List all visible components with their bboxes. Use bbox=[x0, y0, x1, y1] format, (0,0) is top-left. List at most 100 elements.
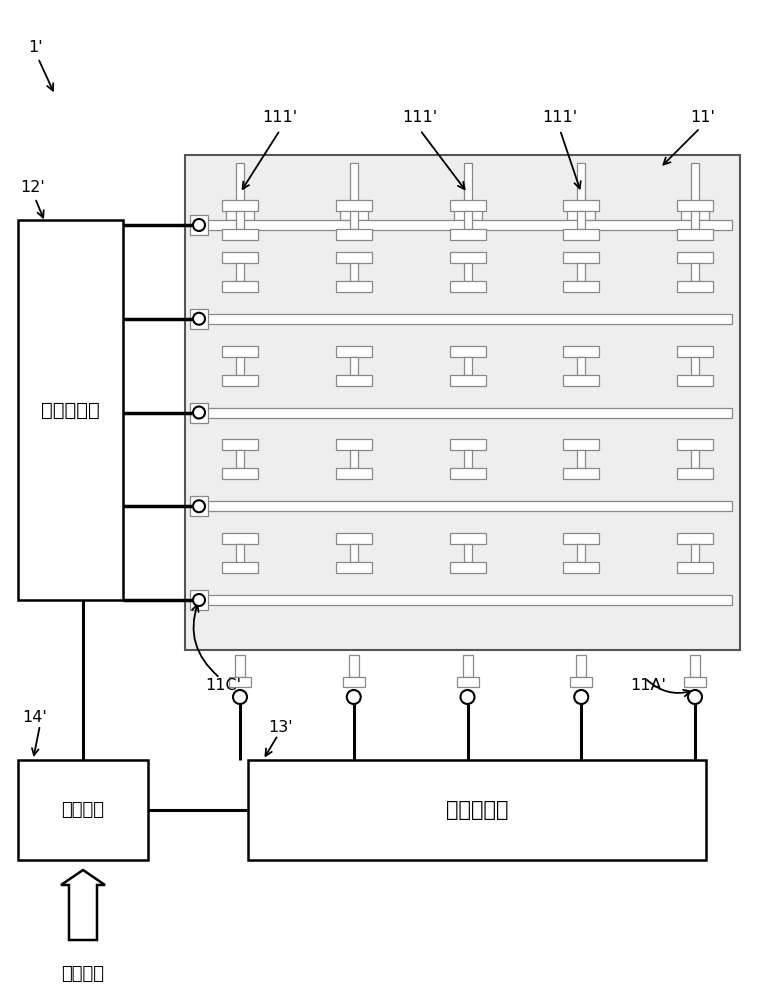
Bar bbox=[577, 655, 587, 677]
Bar bbox=[677, 439, 713, 450]
Text: 111': 111' bbox=[542, 110, 577, 125]
Text: 14': 14' bbox=[22, 710, 47, 726]
Bar bbox=[464, 357, 472, 375]
Bar bbox=[677, 200, 713, 211]
Bar bbox=[677, 468, 713, 479]
Bar bbox=[236, 357, 244, 375]
Bar bbox=[450, 562, 486, 573]
Text: 12': 12' bbox=[20, 180, 45, 196]
Bar bbox=[450, 439, 486, 450]
Bar bbox=[236, 263, 244, 281]
Bar bbox=[677, 533, 713, 544]
Bar bbox=[691, 357, 699, 375]
Bar bbox=[336, 281, 371, 292]
Bar bbox=[222, 562, 258, 573]
Text: 13': 13' bbox=[268, 720, 293, 736]
Bar bbox=[450, 200, 486, 211]
Bar bbox=[577, 263, 585, 281]
Bar bbox=[336, 229, 371, 240]
Bar bbox=[340, 208, 368, 220]
Bar bbox=[563, 468, 599, 479]
Bar bbox=[563, 533, 599, 544]
Text: 列驱动单元: 列驱动单元 bbox=[41, 400, 100, 420]
Bar bbox=[464, 211, 472, 229]
Bar bbox=[222, 229, 258, 240]
Circle shape bbox=[347, 690, 361, 704]
Bar bbox=[349, 655, 359, 677]
Bar bbox=[462, 655, 472, 677]
Bar bbox=[677, 375, 713, 386]
Bar bbox=[248, 760, 706, 860]
Text: 11C': 11C' bbox=[205, 678, 241, 692]
Text: 1': 1' bbox=[28, 40, 43, 55]
Circle shape bbox=[574, 690, 588, 704]
Bar bbox=[450, 281, 486, 292]
Text: 显示数据: 显示数据 bbox=[61, 965, 104, 983]
Bar bbox=[684, 677, 706, 687]
Bar bbox=[577, 544, 585, 562]
Bar bbox=[677, 281, 713, 292]
Bar bbox=[464, 544, 472, 562]
Bar bbox=[350, 544, 357, 562]
Bar bbox=[350, 450, 357, 468]
Polygon shape bbox=[61, 870, 105, 940]
Bar bbox=[691, 450, 699, 468]
Text: 控制单元: 控制单元 bbox=[61, 801, 104, 819]
Bar bbox=[454, 208, 482, 220]
Circle shape bbox=[688, 690, 702, 704]
Bar bbox=[336, 375, 371, 386]
Bar bbox=[681, 208, 709, 220]
Bar bbox=[185, 155, 740, 650]
Bar bbox=[563, 562, 599, 573]
Bar bbox=[222, 346, 258, 357]
Bar bbox=[570, 677, 592, 687]
Bar bbox=[677, 346, 713, 357]
Bar bbox=[450, 533, 486, 544]
Bar bbox=[464, 263, 472, 281]
Bar bbox=[450, 346, 486, 357]
Text: 111': 111' bbox=[263, 110, 298, 125]
Bar bbox=[577, 163, 585, 208]
Bar bbox=[563, 346, 599, 357]
Bar bbox=[190, 309, 208, 329]
Bar bbox=[18, 220, 123, 600]
Bar bbox=[567, 208, 595, 220]
Bar bbox=[350, 263, 357, 281]
Bar bbox=[336, 252, 371, 263]
Bar bbox=[450, 375, 486, 386]
Bar bbox=[222, 281, 258, 292]
Bar bbox=[336, 439, 371, 450]
Bar bbox=[563, 281, 599, 292]
Bar bbox=[235, 655, 245, 677]
Circle shape bbox=[233, 690, 247, 704]
Bar bbox=[691, 211, 699, 229]
Bar bbox=[193, 501, 732, 511]
Bar bbox=[226, 208, 254, 220]
Bar bbox=[336, 200, 371, 211]
Bar bbox=[222, 468, 258, 479]
Bar bbox=[343, 677, 364, 687]
Bar bbox=[677, 252, 713, 263]
Bar bbox=[222, 200, 258, 211]
Bar bbox=[236, 211, 244, 229]
Bar bbox=[222, 252, 258, 263]
Bar bbox=[464, 163, 472, 208]
Bar bbox=[457, 677, 479, 687]
Bar bbox=[222, 439, 258, 450]
Bar bbox=[577, 357, 585, 375]
Bar bbox=[193, 408, 732, 418]
Bar bbox=[563, 252, 599, 263]
Bar bbox=[563, 439, 599, 450]
Circle shape bbox=[193, 313, 205, 325]
Bar bbox=[190, 402, 208, 422]
Circle shape bbox=[461, 690, 475, 704]
Bar bbox=[236, 450, 244, 468]
Bar bbox=[193, 220, 732, 230]
Bar bbox=[336, 468, 371, 479]
Bar bbox=[563, 229, 599, 240]
Text: 11': 11' bbox=[690, 110, 715, 125]
Bar bbox=[691, 544, 699, 562]
Bar bbox=[563, 375, 599, 386]
Circle shape bbox=[193, 500, 205, 512]
Bar bbox=[677, 562, 713, 573]
